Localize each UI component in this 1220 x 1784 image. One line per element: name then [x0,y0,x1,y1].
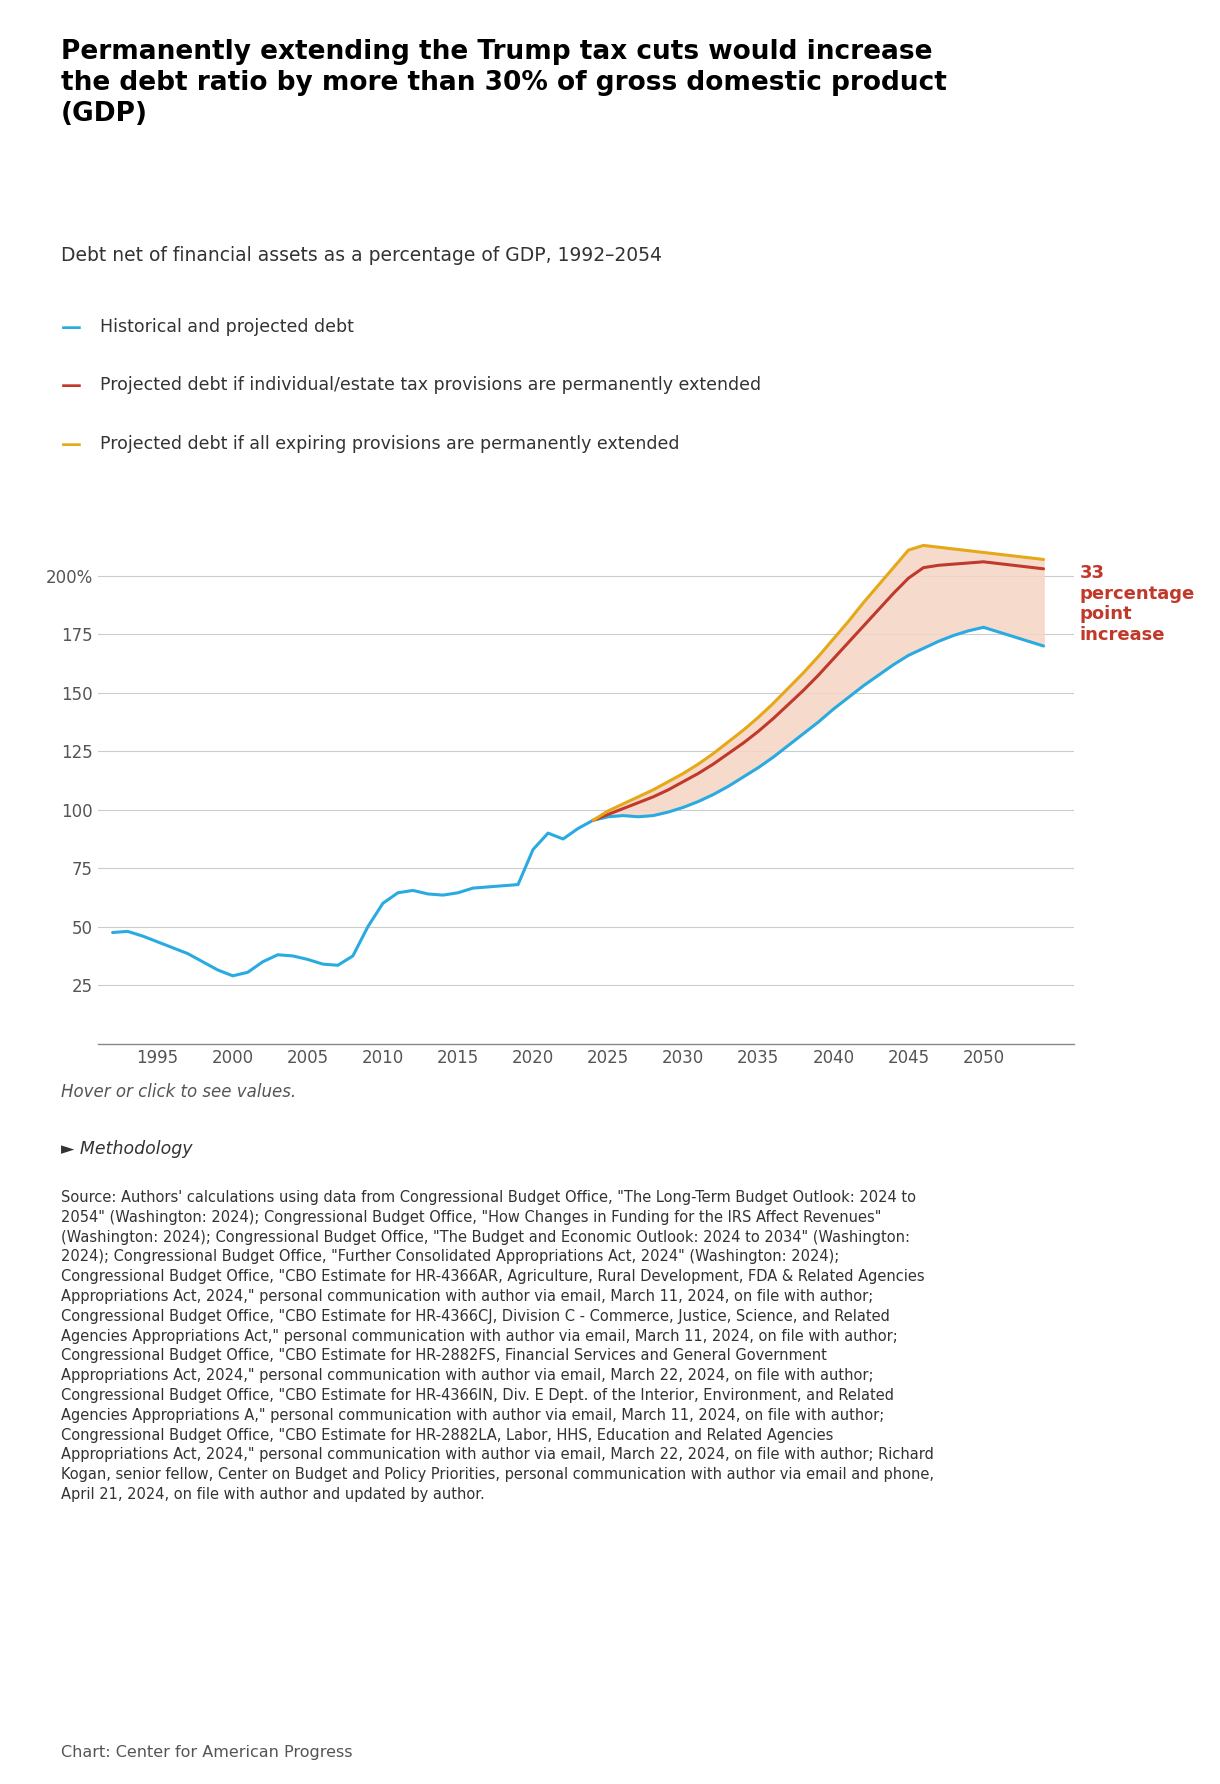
Text: Projected debt if all expiring provisions are permanently extended: Projected debt if all expiring provision… [100,435,680,453]
Text: Hover or click to see values.: Hover or click to see values. [61,1083,296,1101]
Text: —: — [61,435,82,455]
Text: Debt net of financial assets as a percentage of GDP, 1992–2054: Debt net of financial assets as a percen… [61,246,662,266]
Text: Permanently extending the Trump tax cuts would increase
the debt ratio by more t: Permanently extending the Trump tax cuts… [61,39,947,127]
Text: Source: Authors' calculations using data from Congressional Budget Office, "The : Source: Authors' calculations using data… [61,1190,935,1502]
Text: Projected debt if individual/estate tax provisions are permanently extended: Projected debt if individual/estate tax … [100,376,761,394]
Text: —: — [61,376,82,396]
Text: —: — [61,318,82,337]
Text: 33
percentage
point
increase: 33 percentage point increase [1080,564,1194,644]
Text: Chart: Center for American Progress: Chart: Center for American Progress [61,1745,353,1759]
Text: Historical and projected debt: Historical and projected debt [100,318,354,335]
Text: ► Methodology: ► Methodology [61,1140,193,1158]
